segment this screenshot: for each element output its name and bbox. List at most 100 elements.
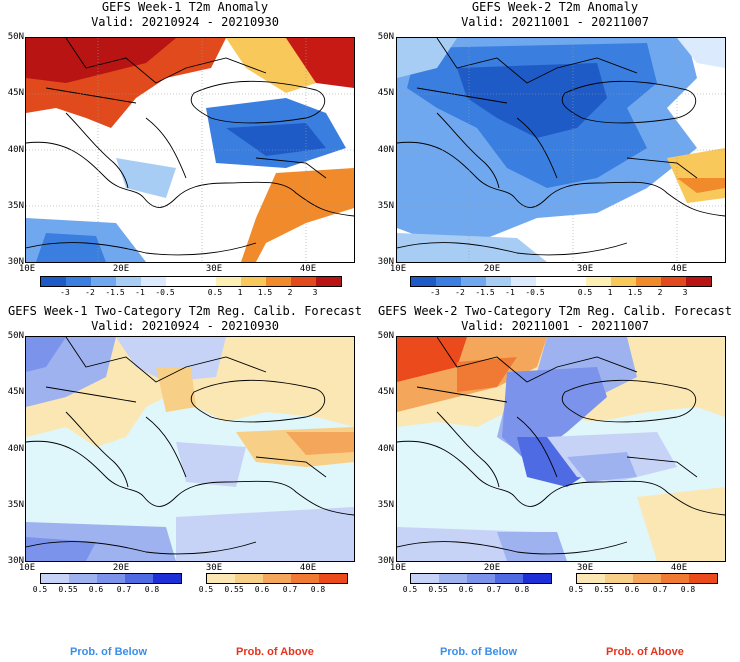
colorbar-segment (523, 574, 551, 583)
probability-map-graphic (26, 337, 354, 561)
colorbar-segment (511, 277, 536, 286)
gridlines (26, 38, 354, 262)
colorbar-tick-label: 0.6 (254, 585, 270, 594)
below-probability-region (26, 537, 96, 561)
warm-anomaly-region (241, 168, 354, 262)
prob-of-above-label: Prob. of Above (236, 646, 314, 658)
colorbar-segment (263, 574, 291, 583)
below-probability-region (176, 442, 246, 487)
colorbar-tick-label: 0.5 (207, 288, 223, 297)
colorbar-tick-label: 0.5 (32, 585, 48, 594)
colorbar-tick-label: -3 (60, 288, 70, 297)
prob-of-above-label: Prob. of Above (606, 646, 684, 658)
colorbar-tick-label: 1.5 (257, 288, 273, 297)
below-probability-region (567, 452, 637, 482)
colorbar-tick-label: 0.55 (58, 585, 78, 594)
prob-of-below-label: Prob. of Below (440, 646, 517, 658)
panel-valid-dates: Valid: 20211001 - 20211007 (461, 319, 649, 333)
colorbar-tick-label: -0.5 (525, 288, 545, 297)
colorbar-segment (436, 277, 461, 286)
x-tick-label: 30E (576, 264, 594, 274)
x-tick-label: 10E (18, 563, 36, 573)
x-tick-label: 40E (299, 264, 317, 274)
colorbar-segment (686, 277, 711, 286)
below-probability-region (26, 337, 66, 372)
panel-week1-anomaly: GEFS Week-1 T2m Anomaly Valid: 20210924 … (0, 0, 370, 300)
colorbar-tick-label: 0.8 (310, 585, 326, 594)
colorbar-tick-label: 0.6 (458, 585, 474, 594)
colorbar-segment (486, 277, 511, 286)
y-tick-label: 40N (7, 444, 24, 454)
colorbar-tick-label: 1.5 (627, 288, 643, 297)
below-probability-colorbar (40, 573, 182, 584)
panel-valid-dates: Valid: 20210924 - 20210930 (91, 319, 279, 333)
coastlines (26, 337, 354, 555)
colorbar-tick-label: 0.6 (88, 585, 104, 594)
colorbar-segment (439, 574, 467, 583)
colorbar-segment (191, 277, 216, 286)
colorbar-segment (41, 574, 69, 583)
y-tick-label: 50N (7, 331, 24, 341)
cold-anomaly-region (397, 38, 457, 78)
colorbar-tick-label: 3 (312, 288, 318, 297)
colorbar-segment (241, 277, 266, 286)
colorbar-tick-label: -2 (85, 288, 95, 297)
colorbar-segment (266, 277, 291, 286)
colorbar-tick-label: 0.7 (486, 585, 502, 594)
y-tick-label: 35N (377, 201, 394, 211)
y-tick-label: 35N (7, 500, 24, 510)
colorbar-tick-label: -2 (455, 288, 465, 297)
colorbar-segment (166, 277, 191, 286)
colorbar-segment (116, 277, 141, 286)
colorbar-segment (207, 574, 235, 583)
strong-warm-anomaly-region (26, 38, 176, 83)
panel-week2-probability: GEFS Week-2 Two-Category T2m Reg. Calib.… (370, 300, 740, 600)
y-tick-label: 50N (7, 32, 24, 42)
colorbar-tick-label: 0.6 (624, 585, 640, 594)
colorbar-segment (291, 277, 316, 286)
colorbar-tick-label: 0.55 (428, 585, 448, 594)
colorbar-segment (636, 277, 661, 286)
colorbar-segment (661, 277, 686, 286)
colorbar-tick-label: 0.8 (514, 585, 530, 594)
y-tick-label: 45N (377, 387, 394, 397)
colorbar-tick-label: 0.8 (144, 585, 160, 594)
y-tick-label: 40N (7, 145, 24, 155)
above-probability-region (457, 357, 517, 392)
below-probability-region (176, 507, 354, 561)
x-tick-label: 30E (576, 563, 594, 573)
colorbar-segment (633, 574, 661, 583)
colorbar-tick-label: 0.5 (577, 288, 593, 297)
x-tick-label: 20E (483, 264, 501, 274)
colorbar-segment (97, 574, 125, 583)
colorbar-tick-label: 0.7 (116, 585, 132, 594)
colorbar-segment (461, 277, 486, 286)
y-tick-label: 35N (377, 500, 394, 510)
y-tick-label: 30N (377, 556, 394, 566)
x-tick-label: 30E (205, 264, 223, 274)
above-probability-colorbar (206, 573, 348, 584)
colorbar-tick-label: 0.55 (594, 585, 614, 594)
colorbar-tick-label: 0.7 (282, 585, 298, 594)
colorbar-segment (153, 574, 181, 583)
anomaly-colorbar (410, 276, 712, 287)
colorbar-tick-label: 2 (287, 288, 293, 297)
anomaly-map-graphic (397, 38, 725, 262)
colorbar-segment (411, 277, 436, 286)
x-tick-label: 30E (205, 563, 223, 573)
colorbar-segment (319, 574, 347, 583)
y-tick-label: 50N (377, 32, 394, 42)
y-tick-label: 30N (7, 556, 24, 566)
colorbar-segment (125, 574, 153, 583)
gridlines (397, 38, 725, 262)
colorbar-tick-label: -1 (505, 288, 515, 297)
x-tick-label: 10E (389, 563, 407, 573)
coastlines (397, 337, 725, 555)
cold-anomaly-region (457, 63, 607, 138)
colorbar-tick-label: -1.5 (105, 288, 125, 297)
colorbar-segment (689, 574, 717, 583)
above-probability-region (286, 432, 354, 455)
cold-anomaly-region (116, 158, 176, 198)
colorbar-segment (91, 277, 116, 286)
colorbar-segment (661, 574, 689, 583)
